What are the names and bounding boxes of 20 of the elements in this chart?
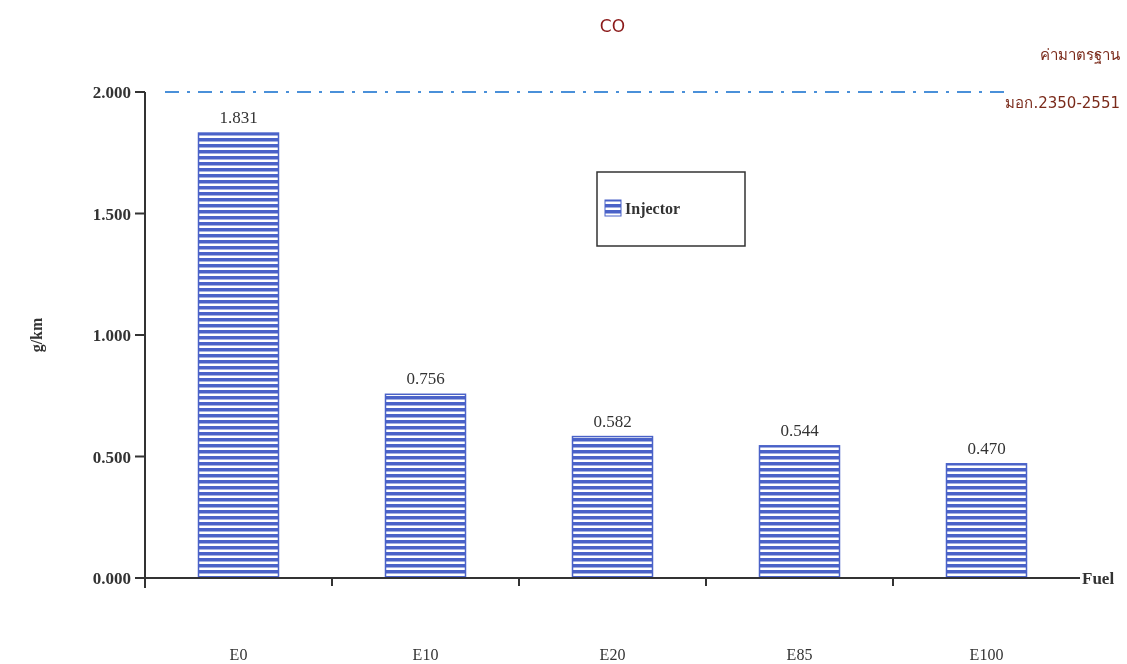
text: 0.582 <box>593 411 632 431</box>
x-axis-title: Fuel <box>1082 569 1115 588</box>
text: 0.470 <box>967 438 1006 458</box>
y-tick-label: 0.500 <box>92 447 131 467</box>
text: 1.831 <box>219 108 258 128</box>
x-tick-label: E85 <box>786 646 813 663</box>
legend-label: Injector <box>625 200 681 218</box>
text: 0.756 <box>406 369 445 389</box>
x-tick-label: E0 <box>229 646 248 663</box>
y-tick-label: 1.000 <box>92 326 131 345</box>
text: 0.544 <box>780 420 819 440</box>
y-tick-label: 2.000 <box>92 83 131 102</box>
x-tick-label: E20 <box>599 646 626 663</box>
y-tick-label: 0.000 <box>92 569 131 588</box>
x-tick-label: E100 <box>969 646 1004 663</box>
text: ค่ามาตรฐาน มอก.2350-2551 <box>1005 46 1120 112</box>
chart-title: CO <box>599 16 626 36</box>
x-tick-label: E10 <box>412 646 439 663</box>
y-axis-title: g/km <box>28 316 46 353</box>
y-tick-label: 1.500 <box>92 204 131 224</box>
